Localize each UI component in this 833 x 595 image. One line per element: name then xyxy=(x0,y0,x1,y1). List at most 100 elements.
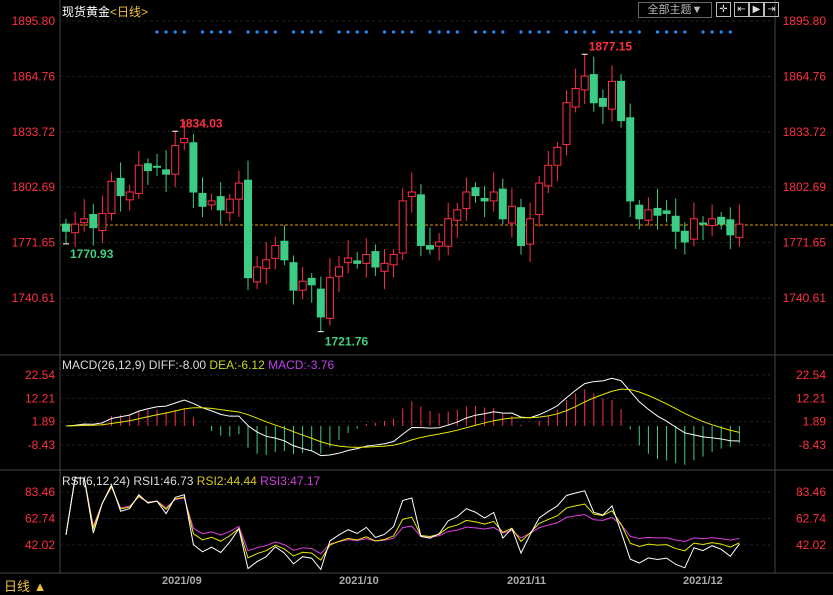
x-tick-label: 2021/12 xyxy=(683,575,723,587)
signal-dot xyxy=(200,30,205,34)
candle-body xyxy=(262,259,271,269)
signal-dot xyxy=(701,30,705,34)
crosshair-icon[interactable]: ✛ xyxy=(716,2,731,17)
diff-value: DIFF:-8.00 xyxy=(148,358,207,372)
candle-body xyxy=(471,187,480,197)
rsi-label: RSI(6,12,24) xyxy=(62,474,131,488)
candle xyxy=(598,89,607,125)
candle-body xyxy=(699,222,707,225)
candle-body xyxy=(708,218,717,227)
signal-dot xyxy=(501,30,505,34)
candle-body xyxy=(371,251,380,268)
candle-body xyxy=(671,215,680,232)
signal-dot xyxy=(728,30,732,34)
candle xyxy=(517,198,525,255)
candle-body xyxy=(553,146,562,166)
candle-body xyxy=(162,169,171,175)
candle xyxy=(471,182,480,203)
candle xyxy=(416,184,425,257)
candle-body xyxy=(398,200,407,254)
candle xyxy=(717,211,726,230)
macd-tick-right: 12.21 xyxy=(796,391,826,405)
candle xyxy=(62,218,70,244)
signal-dot xyxy=(364,30,368,34)
candle xyxy=(380,249,389,290)
signal-dot xyxy=(455,30,459,34)
candle xyxy=(116,162,125,212)
signal-dot xyxy=(319,30,323,34)
candle xyxy=(635,199,644,230)
signal-dot xyxy=(564,30,569,34)
candle-body xyxy=(407,191,416,198)
candle xyxy=(389,249,398,278)
candle xyxy=(298,266,307,300)
play-icon[interactable]: ▶ xyxy=(749,2,764,17)
candle xyxy=(307,273,316,303)
period-tag: <日线> xyxy=(110,5,149,19)
signal-dot xyxy=(173,30,177,34)
signal-dot xyxy=(337,30,341,34)
candle-body xyxy=(416,194,425,247)
candle-body xyxy=(626,117,635,202)
signal-dot xyxy=(537,30,541,34)
candle-body xyxy=(207,200,216,206)
price-annotation: 1770.93 xyxy=(70,247,114,261)
rsi-tick-right: 42.02 xyxy=(796,538,826,552)
candle xyxy=(708,204,717,237)
candle xyxy=(526,202,535,262)
signal-dot xyxy=(519,30,523,34)
signal-dot xyxy=(665,30,669,34)
rsi3-value: RSI3:47.17 xyxy=(260,474,321,488)
diff-line xyxy=(65,377,740,457)
candle-body xyxy=(280,240,289,261)
candle xyxy=(644,197,653,226)
signal-dot xyxy=(610,30,614,34)
candle-body xyxy=(307,277,316,286)
candle-body xyxy=(507,205,516,224)
candle xyxy=(107,172,116,221)
signal-dot xyxy=(428,30,432,34)
candle-body xyxy=(80,218,89,224)
signal-dot xyxy=(210,30,214,34)
signal-dot xyxy=(492,30,496,34)
candle xyxy=(234,170,243,217)
candle-body xyxy=(298,280,307,291)
exit-icon[interactable]: ⇥ xyxy=(764,2,779,17)
signal-dot xyxy=(483,30,487,34)
x-tick-label: 2021/11 xyxy=(507,575,547,587)
signal-dot xyxy=(346,30,350,34)
signal-dot xyxy=(637,30,641,34)
candle xyxy=(280,225,289,266)
candle-body xyxy=(71,223,80,234)
candle-body xyxy=(107,180,116,214)
candle xyxy=(580,54,589,105)
candle xyxy=(726,207,735,250)
candle-body xyxy=(353,260,362,264)
theme-dropdown[interactable]: 全部主题▼ xyxy=(638,2,712,18)
macd-tick-right: 1.89 xyxy=(803,415,827,429)
period-selector[interactable]: 日线 ▲ xyxy=(4,579,47,594)
candle-body xyxy=(498,188,507,220)
candle xyxy=(453,202,462,239)
y-tick-label-left: 1833.72 xyxy=(12,125,56,139)
candle xyxy=(444,202,453,256)
signal-dot xyxy=(592,30,596,34)
signal-dot xyxy=(473,30,478,34)
signal-dot xyxy=(155,30,159,34)
candle xyxy=(426,227,434,255)
candle xyxy=(680,222,689,255)
rsi-tick-left: 62.74 xyxy=(25,512,55,526)
candle xyxy=(344,240,353,274)
rsi-tick-left: 83.46 xyxy=(25,485,55,499)
zoom-in-icon[interactable]: ⇤ xyxy=(734,2,749,17)
candle xyxy=(462,177,471,221)
candle xyxy=(198,177,207,217)
signal-dot xyxy=(674,30,678,34)
candle-body xyxy=(216,196,225,211)
candle xyxy=(216,182,225,225)
macd-label: MACD(26,12,9) xyxy=(62,358,146,372)
candle-body xyxy=(426,245,434,250)
y-tick-label-right: 1833.72 xyxy=(783,125,827,139)
candle xyxy=(225,193,234,222)
